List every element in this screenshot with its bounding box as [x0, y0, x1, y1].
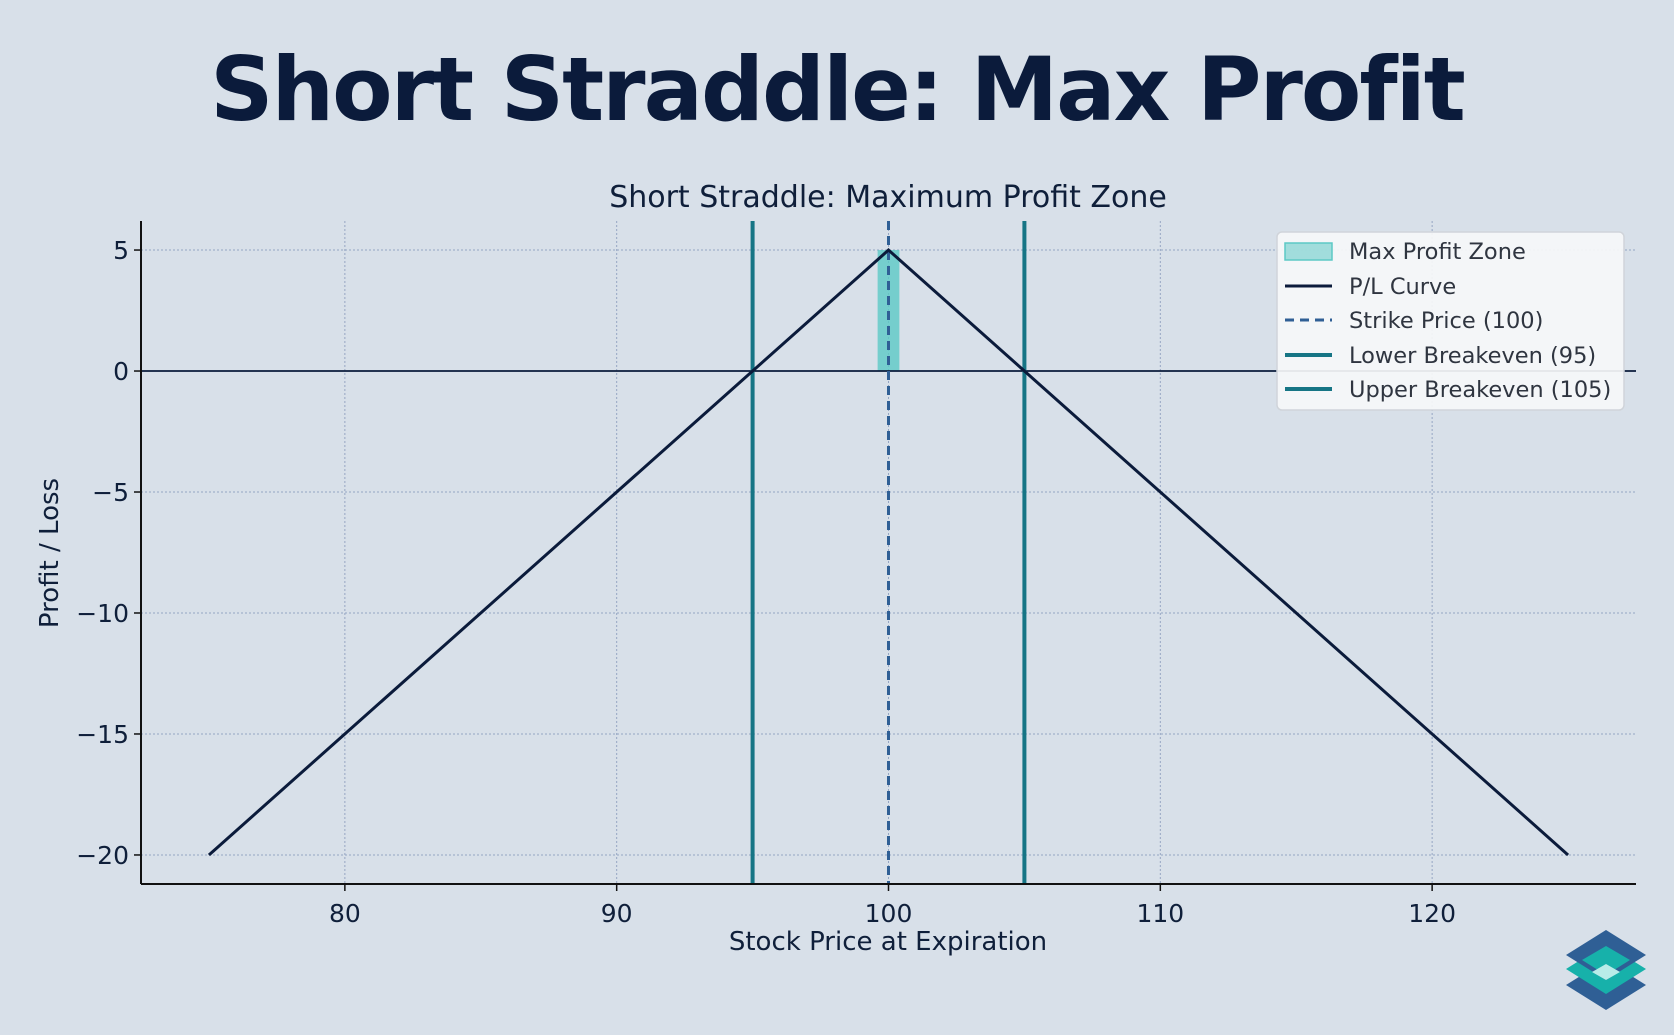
y-tick-label: 5 [113, 236, 129, 265]
max-profit-zone-layer [877, 250, 900, 372]
pl-curve-line [207, 248, 1570, 857]
x-tick-label: 90 [601, 899, 633, 928]
y-axis-label: Profit / Loss [35, 478, 65, 628]
vertical-lines-layer [750, 221, 1027, 884]
legend-label-lower-breakeven: Lower Breakeven (95) [1349, 343, 1596, 369]
y-tick-label: −10 [76, 599, 129, 628]
max-profit-zone [877, 250, 900, 372]
x-axis-label: Stock Price at Expiration [729, 927, 1047, 957]
y-tick-label: 0 [113, 357, 129, 386]
series-layer [207, 248, 1570, 857]
legend-label-upper-breakeven: Upper Breakeven (105) [1349, 377, 1611, 403]
x-tick-label: 120 [1408, 899, 1456, 928]
legend-box [1276, 231, 1625, 411]
y-tick-label: −15 [76, 720, 129, 749]
legend-label-max-profit-zone: Max Profit Zone [1349, 239, 1526, 265]
banner-title: Short Straddle: Max Profit [210, 38, 1466, 141]
legend-swatch-max-profit-zone [1284, 242, 1333, 261]
legend-label-strike-price: Strike Price (100) [1349, 308, 1543, 334]
legend-label-pl-curve: P/L Curve [1349, 274, 1456, 300]
y-tick-label: −20 [76, 841, 129, 870]
x-tick-label: 100 [865, 899, 913, 928]
chart-title: Short Straddle: Maximum Profit Zone [609, 180, 1167, 215]
x-tick-label: 110 [1136, 899, 1184, 928]
stacked-layers-logo-icon [1566, 930, 1646, 1010]
legend: Max Profit Zone P/L Curve Strike Price (… [1276, 231, 1625, 411]
tick-labels: 80 90 100 110 120 5 0 −5 −10 −15 −20 [76, 236, 1456, 928]
x-tick-label: 80 [329, 899, 361, 928]
y-tick-label: −5 [92, 478, 129, 507]
